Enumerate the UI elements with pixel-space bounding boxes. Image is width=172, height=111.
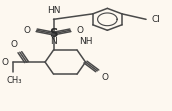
Text: N: N <box>50 37 57 46</box>
Text: O: O <box>2 58 9 67</box>
Text: O: O <box>101 73 109 82</box>
Text: O: O <box>76 26 83 35</box>
Text: S: S <box>49 27 58 40</box>
Text: Cl: Cl <box>151 15 160 24</box>
Text: O: O <box>24 26 31 35</box>
Text: O: O <box>10 40 17 49</box>
Text: HN: HN <box>47 6 60 15</box>
Text: NH: NH <box>79 37 92 46</box>
Text: CH₃: CH₃ <box>6 76 22 85</box>
